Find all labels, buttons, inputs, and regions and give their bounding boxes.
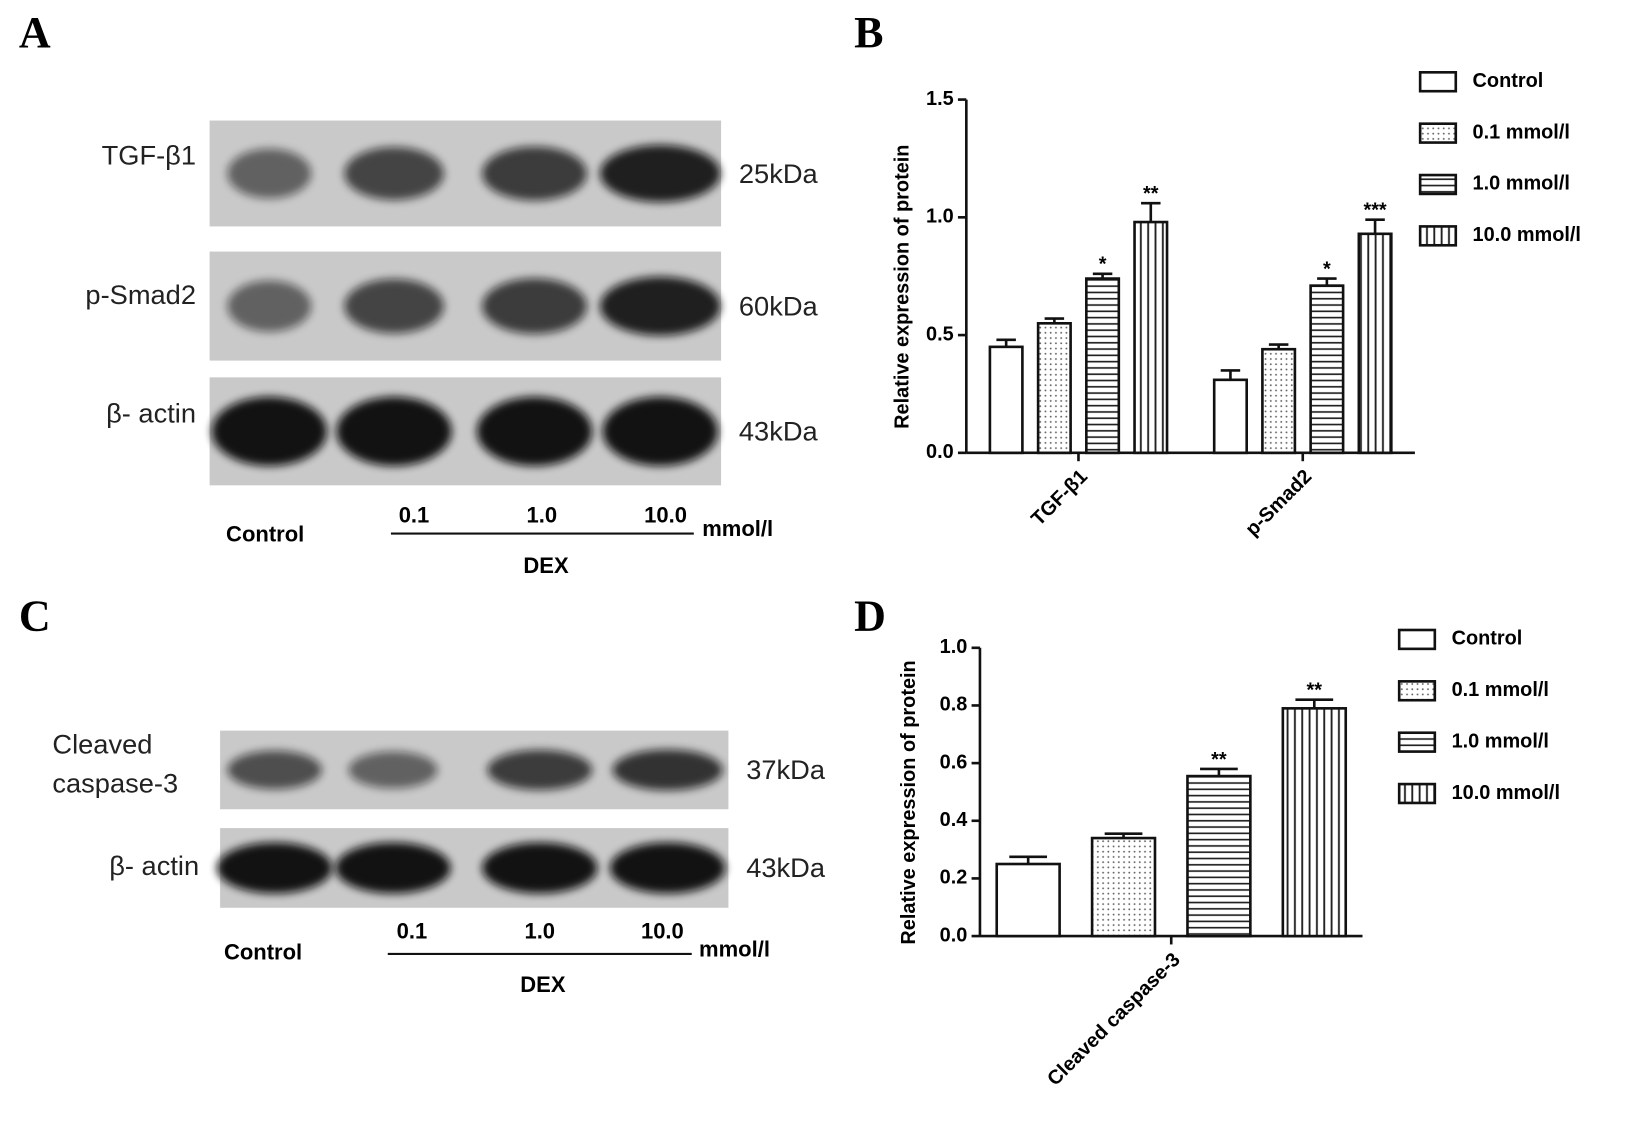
y-axis-label: Relative expression of protein: [892, 145, 914, 429]
bar: [1186, 774, 1252, 938]
blot-band: [227, 750, 322, 790]
dose-label: 0.1: [399, 503, 430, 528]
blot-band: [482, 842, 598, 894]
y-tick-label: 0.0: [926, 441, 954, 463]
y-tick-label: 1.5: [926, 88, 954, 110]
x-tick-label: p-Smad2: [1241, 466, 1316, 541]
legend-label: 1.0 mmol/l: [1473, 173, 1570, 195]
panel-letter: B: [854, 8, 883, 57]
legend-label: 0.1 mmol/l: [1452, 679, 1549, 701]
y-tick-label: 0.2: [940, 867, 968, 889]
blot-band: [487, 749, 593, 790]
legend-swatch: [1397, 782, 1437, 805]
panel-letter: D: [854, 592, 886, 641]
legend-swatch: [1397, 680, 1437, 702]
significance: *: [1099, 254, 1107, 276]
legend-label: Control: [1473, 70, 1544, 92]
molecular-weight: 25kDa: [739, 158, 819, 189]
blot-band: [482, 146, 587, 201]
blot-band: [609, 842, 726, 894]
significance: **: [1307, 680, 1323, 702]
legend-swatch: [1418, 122, 1458, 144]
group-label: DEX: [520, 972, 566, 997]
blot-band: [227, 280, 312, 332]
bar: [1090, 836, 1157, 938]
bar: [988, 345, 1024, 455]
y-tick-label: 0.0: [940, 924, 968, 946]
blot-band: [344, 147, 444, 200]
legend-swatch: [1397, 731, 1437, 753]
x-tick-label: TGF-β1: [1027, 466, 1092, 531]
legend-label: 10.0 mmol/l: [1473, 224, 1581, 246]
y-axis-label: Relative expression of protein: [898, 660, 920, 944]
row-label-box: Cleaved caspase-3: [52, 728, 179, 799]
blot-band: [482, 278, 587, 334]
panel-letter: C: [19, 592, 51, 641]
molecular-weight: 43kDa: [746, 852, 826, 883]
control-label: Control: [224, 940, 302, 965]
y-tick-label: 1.0: [926, 206, 954, 228]
row-label: Cleaved caspase-3: [52, 728, 179, 799]
legend-swatch: [1397, 628, 1437, 651]
blot-band: [211, 396, 327, 466]
row-label: p-Smad2: [85, 279, 196, 310]
blot-band: [227, 148, 312, 199]
bar: [1212, 378, 1248, 455]
bar: [1261, 347, 1297, 455]
bar: [1309, 284, 1345, 455]
significance: **: [1211, 749, 1227, 771]
legend-label: Control: [1452, 628, 1523, 650]
molecular-weight: 60kDa: [739, 290, 819, 321]
y-tick-label: 0.8: [940, 694, 968, 716]
y-tick-label: 0.4: [940, 809, 968, 831]
dose-label: 10.0: [641, 919, 684, 944]
dose-label: 10.0: [644, 503, 687, 528]
unit-label: mmol/l: [702, 516, 773, 541]
blot-band: [336, 396, 452, 466]
panel-letter: A: [19, 8, 51, 57]
y-tick-label: 1.0: [940, 636, 968, 658]
blot-band: [612, 749, 723, 791]
bar: [1133, 220, 1169, 455]
legend-label: 10.0 mmol/l: [1452, 782, 1560, 804]
bar: [995, 862, 1061, 938]
y-tick-label: 0.5: [926, 323, 954, 345]
blot-band: [602, 396, 718, 466]
dose-label: 1.0: [524, 919, 555, 944]
significance: **: [1143, 183, 1159, 205]
bar: [1281, 707, 1348, 938]
blot-band: [600, 144, 721, 203]
blot-band: [344, 278, 444, 334]
molecular-weight: 37kDa: [746, 754, 826, 785]
row-label: β- actin: [106, 397, 196, 428]
row-label: β- actin: [109, 850, 199, 881]
group-label: DEX: [523, 553, 569, 578]
legend-swatch: [1418, 225, 1458, 247]
legend-swatch: [1418, 173, 1458, 196]
bar: [1357, 232, 1393, 455]
blot-band: [348, 751, 438, 789]
bar: [1085, 277, 1121, 455]
row-label: TGF-β1: [102, 139, 196, 170]
unit-label: mmol/l: [699, 937, 770, 962]
legend-label: 1.0 mmol/l: [1452, 730, 1549, 752]
blot-band: [335, 842, 451, 894]
dose-label: 0.1: [397, 919, 428, 944]
legend-label: 0.1 mmol/l: [1473, 121, 1570, 143]
y-tick-label: 0.6: [940, 751, 968, 773]
x-tick-label: Cleaved caspase-3: [1043, 949, 1185, 1091]
blot-band: [476, 396, 593, 466]
blot-band: [600, 276, 721, 336]
legend-swatch: [1418, 71, 1458, 93]
molecular-weight: 43kDa: [739, 416, 819, 447]
significance: *: [1323, 258, 1331, 280]
bar: [1036, 322, 1072, 455]
blot-band: [216, 842, 333, 894]
dose-label: 1.0: [527, 503, 558, 528]
control-label: Control: [226, 521, 304, 546]
significance: ***: [1363, 200, 1386, 222]
